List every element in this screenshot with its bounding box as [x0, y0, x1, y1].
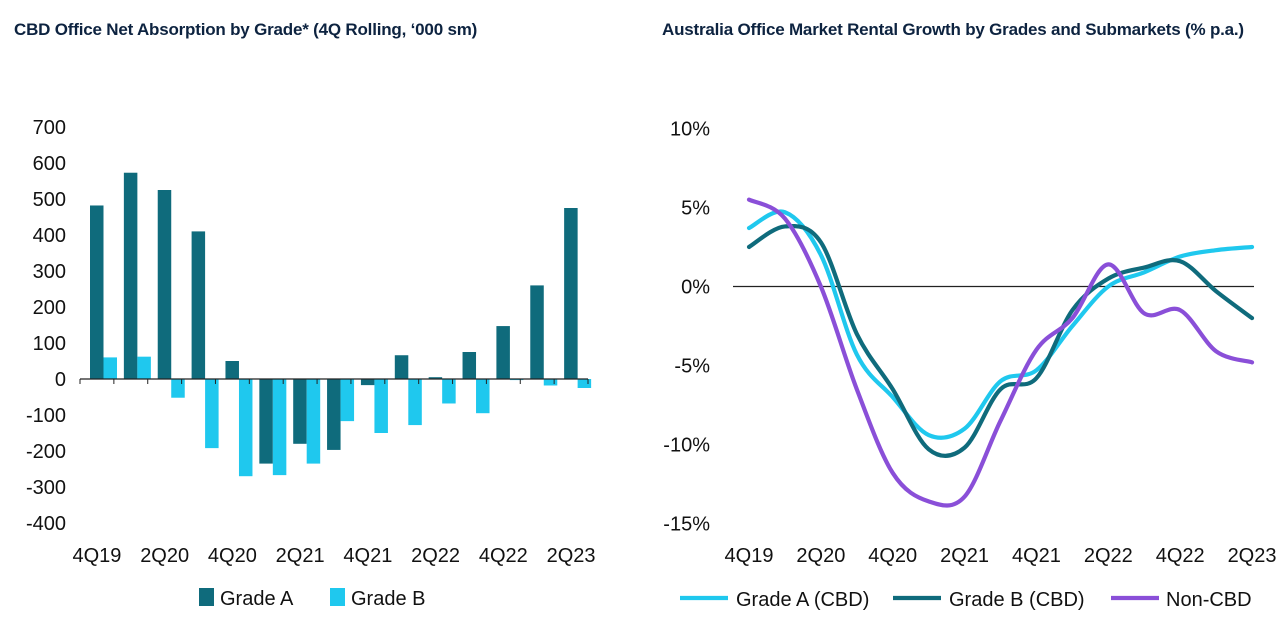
bar-grade-b: [442, 379, 456, 404]
bar-grade-a: [428, 377, 443, 379]
right-x-tick-label: 2Q21: [940, 545, 989, 567]
bar-grade-b: [137, 356, 151, 379]
left-x-tick-label: 2Q22: [411, 545, 460, 567]
legend-swatch-grade-b: [330, 588, 345, 606]
left-chart-title: CBD Office Net Absorption by Grade* (4Q …: [14, 20, 478, 39]
left-y-tick-label: 0: [55, 369, 66, 391]
left-x-tick-label: 4Q22: [479, 545, 528, 567]
left-y-tick-label: 700: [33, 117, 66, 139]
bar-grade-b: [171, 379, 185, 398]
bar-grade-a: [394, 355, 409, 379]
legend-label-grade-b-cbd: Grade B (CBD): [949, 589, 1085, 611]
left-y-tick-label: 100: [33, 333, 66, 355]
left-y-tick-label: 500: [33, 189, 66, 211]
right-x-tick-label: 2Q23: [1228, 545, 1277, 567]
bar-grade-b: [340, 379, 355, 422]
bar-grade-b: [238, 379, 253, 477]
bar-grade-b: [272, 379, 287, 476]
line-non-cbd: [746, 197, 1255, 508]
bar-grade-a: [293, 379, 307, 444]
bar-grade-b: [205, 379, 219, 449]
left-y-tick-label: 200: [33, 297, 66, 319]
left-x-tick-label: 4Q20: [208, 545, 257, 567]
bar-grade-a: [123, 172, 138, 379]
right-x-tick-label: 4Q19: [725, 545, 774, 567]
left-x-tick-label: 2Q23: [547, 545, 596, 567]
left-y-tick-label: 400: [33, 225, 66, 247]
bar-grade-a: [564, 208, 578, 379]
left-y-tick-label: -400: [26, 513, 66, 535]
right-y-tick-label: -15%: [663, 514, 710, 536]
bar-grade-a: [259, 379, 273, 464]
legend-label-grade-a: Grade A: [220, 588, 294, 610]
bar-grade-a: [530, 285, 544, 379]
bar-grade-a: [191, 231, 206, 379]
left-x-tick-label: 4Q21: [343, 545, 392, 567]
left-x-tick-label: 2Q20: [140, 545, 189, 567]
bar-grade-b: [543, 379, 558, 386]
bar-grade-a: [496, 326, 510, 379]
bar-grade-b: [577, 379, 592, 388]
bar-grade-b: [103, 357, 117, 379]
left-x-tick-label: 4Q19: [72, 545, 121, 567]
left-y-tick-label: -200: [26, 441, 66, 463]
right-y-tick-label: 5%: [681, 198, 710, 220]
legend-label-grade-a-cbd: Grade A (CBD): [736, 589, 869, 611]
legend-label-grade-b: Grade B: [351, 588, 425, 610]
left-y-tick-label: 600: [33, 153, 66, 175]
right-x-tick-label: 2Q22: [1084, 545, 1133, 567]
bar-grade-a: [157, 190, 172, 379]
line-grade-b-cbd: [746, 223, 1255, 458]
bar-grade-a: [462, 352, 477, 379]
left-y-tick-label: -100: [26, 405, 66, 427]
legend-label-non-cbd: Non-CBD: [1166, 589, 1252, 611]
left-x-tick-label: 2Q21: [276, 545, 325, 567]
right-y-tick-label: -10%: [663, 435, 710, 457]
bar-grade-a: [327, 379, 341, 450]
right-chart-title: Australia Office Market Rental Growth by…: [662, 20, 1244, 39]
left-y-tick-label: 300: [33, 261, 66, 283]
bar-grade-b: [476, 379, 490, 414]
bar-grade-a: [360, 379, 375, 386]
right-x-tick-label: 4Q21: [1012, 545, 1061, 567]
right-x-tick-label: 2Q20: [796, 545, 845, 567]
legend-swatch-grade-a: [199, 588, 214, 606]
right-y-tick-label: -5%: [674, 356, 710, 378]
bar-grade-b: [374, 379, 388, 433]
bar-grade-a: [90, 205, 104, 379]
bar-grade-b: [408, 379, 422, 426]
left-y-tick-label: -300: [26, 477, 66, 499]
right-x-tick-label: 4Q22: [1156, 545, 1205, 567]
bar-grade-a: [225, 361, 239, 379]
right-x-tick-label: 4Q20: [868, 545, 917, 567]
right-y-tick-label: 0%: [681, 277, 710, 299]
bar-grade-b: [306, 379, 321, 464]
right-y-tick-label: 10%: [670, 119, 710, 141]
